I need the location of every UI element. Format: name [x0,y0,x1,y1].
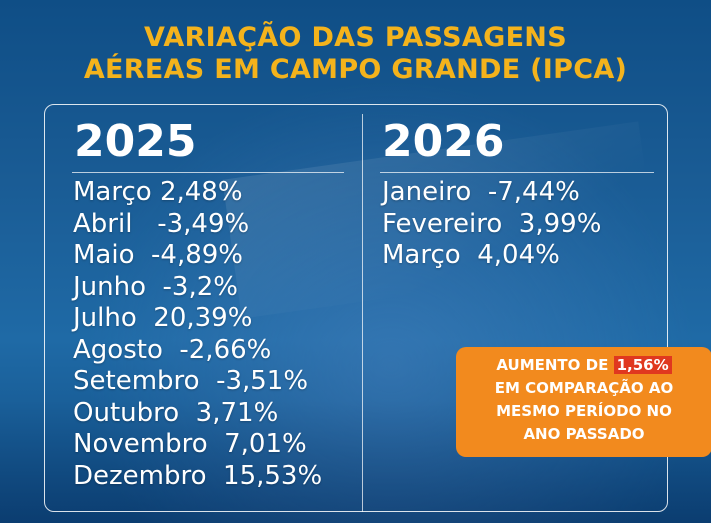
callout-prefix: AUMENTO DE [496,356,614,374]
list-item: Janeiro -7,44% [382,177,580,207]
callout-line-1: AUMENTO DE 1,56% [456,354,711,377]
year-underline-2026 [380,172,654,173]
list-item: Março 4,04% [382,240,560,270]
months-list-2025: Março 2,48% Abril -3,49% Maio -4,89% Jun… [73,177,322,492]
year-heading-2026: 2026 [382,116,505,167]
callout-line-3: MESMO PERÍODO NO [496,402,672,420]
months-list-2026: Janeiro -7,44% Fevereiro 3,99% Março 4,0… [382,177,601,272]
increase-callout: AUMENTO DE 1,56% EM COMPARAÇÃO AO MESMO … [456,347,711,457]
list-item: Junho -3,2% [73,271,238,302]
highlight-value: 1,56% [613,356,672,374]
list-item: Novembro 7,01% [73,429,307,459]
list-item: Fevereiro 3,99% [382,208,602,239]
page-title: VARIAÇÃO DAS PASSAGENS AÉREAS EM CAMPO G… [0,22,711,86]
title-line-2: AÉREAS EM CAMPO GRANDE (IPCA) [83,54,628,85]
callout-line-2: EM COMPARAÇÃO AO [494,379,674,397]
list-item: Março 2,48% [73,177,243,207]
year-heading-2025: 2025 [74,116,197,167]
list-item: Julho 20,39% [73,303,253,333]
title-line-1: VARIAÇÃO DAS PASSAGENS [144,22,567,53]
list-item: Agosto -2,66% [73,334,272,365]
list-item: Abril -3,49% [73,208,250,239]
column-divider [362,114,363,512]
list-item: Dezembro 15,53% [73,460,323,491]
callout-line-4: ANO PASSADO [523,425,645,443]
list-item: Maio -4,89% [73,240,244,270]
table-frame [44,104,668,512]
year-underline-2025 [72,172,344,173]
list-item: Outubro 3,71% [73,397,279,428]
list-item: Setembro -3,51% [73,366,309,396]
